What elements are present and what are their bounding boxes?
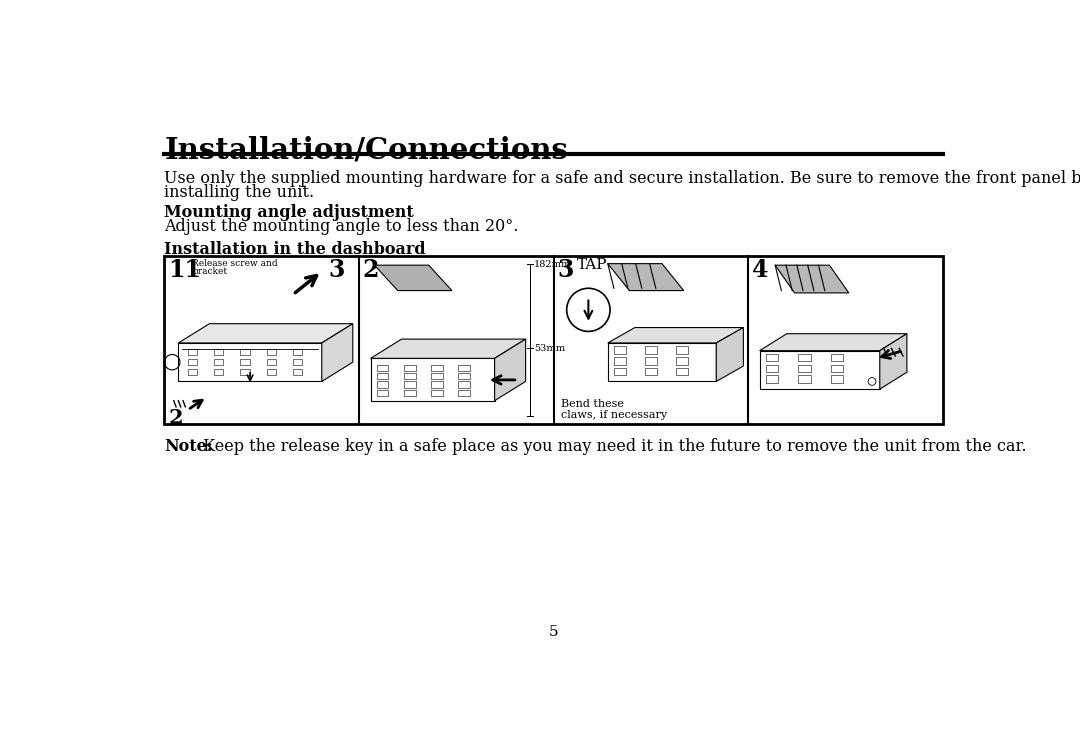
Polygon shape xyxy=(608,343,716,382)
Bar xyxy=(645,357,657,365)
Polygon shape xyxy=(759,351,880,389)
Bar xyxy=(214,359,224,366)
Bar xyxy=(404,373,416,379)
Polygon shape xyxy=(178,324,353,343)
Bar xyxy=(377,382,389,388)
Polygon shape xyxy=(880,334,907,389)
Bar xyxy=(431,382,443,388)
Text: 5: 5 xyxy=(549,625,558,639)
Text: Note:: Note: xyxy=(164,437,213,454)
Bar xyxy=(676,357,688,365)
Bar xyxy=(241,349,249,355)
Polygon shape xyxy=(716,327,743,382)
Bar xyxy=(613,346,625,354)
Text: Use only the supplied mounting hardware for a safe and secure installation. Be s: Use only the supplied mounting hardware … xyxy=(164,170,1080,186)
Bar xyxy=(188,359,197,366)
Bar xyxy=(676,346,688,354)
Text: 3: 3 xyxy=(328,258,345,283)
Bar xyxy=(831,354,843,361)
Bar xyxy=(613,368,625,375)
Bar xyxy=(613,357,625,365)
Bar xyxy=(214,349,224,355)
Bar xyxy=(293,359,302,366)
Bar xyxy=(458,373,470,379)
Bar xyxy=(241,359,249,366)
Bar xyxy=(404,365,416,371)
Bar xyxy=(267,359,276,366)
Polygon shape xyxy=(495,339,526,401)
Bar xyxy=(645,368,657,375)
Text: 53mm: 53mm xyxy=(535,344,565,353)
Polygon shape xyxy=(608,327,743,343)
Bar xyxy=(404,390,416,396)
Bar xyxy=(676,368,688,375)
Text: 2: 2 xyxy=(363,258,379,283)
Bar xyxy=(798,365,811,372)
Bar xyxy=(798,354,811,361)
Bar xyxy=(458,382,470,388)
Bar xyxy=(431,373,443,379)
Text: Bend these: Bend these xyxy=(562,399,624,409)
Bar xyxy=(766,354,779,361)
Text: installing the unit.: installing the unit. xyxy=(164,184,314,200)
Bar xyxy=(267,369,276,375)
Text: bracket: bracket xyxy=(192,266,228,276)
Bar xyxy=(377,390,389,396)
Bar xyxy=(431,365,443,371)
Text: claws, if necessary: claws, if necessary xyxy=(562,410,667,420)
Text: 182mm: 182mm xyxy=(535,260,571,269)
Polygon shape xyxy=(370,339,526,358)
Bar xyxy=(188,349,197,355)
Bar xyxy=(188,369,197,375)
Polygon shape xyxy=(759,334,907,351)
Bar xyxy=(214,369,224,375)
Bar xyxy=(458,390,470,396)
Text: Keep the release key in a safe place as you may need it in the future to remove : Keep the release key in a safe place as … xyxy=(198,437,1026,454)
Bar xyxy=(404,382,416,388)
Bar xyxy=(241,369,249,375)
Bar xyxy=(293,369,302,375)
Text: 2: 2 xyxy=(168,408,183,429)
Polygon shape xyxy=(322,324,353,382)
Text: Installation/Connections: Installation/Connections xyxy=(164,136,568,165)
Bar xyxy=(293,349,302,355)
Polygon shape xyxy=(775,265,849,293)
Bar xyxy=(377,373,389,379)
Polygon shape xyxy=(375,265,451,291)
Bar xyxy=(164,256,943,424)
Text: TAP: TAP xyxy=(577,258,607,272)
Text: 4: 4 xyxy=(752,258,768,283)
Text: Mounting angle adjustment: Mounting angle adjustment xyxy=(164,203,415,221)
Polygon shape xyxy=(178,343,322,382)
Text: Installation in the dashboard: Installation in the dashboard xyxy=(164,241,427,258)
Polygon shape xyxy=(608,264,684,291)
Text: 11: 11 xyxy=(168,258,201,283)
Bar xyxy=(645,346,657,354)
Bar xyxy=(458,365,470,371)
Bar xyxy=(431,390,443,396)
Text: 3: 3 xyxy=(557,258,573,283)
Text: Adjust the mounting angle to less than 20°.: Adjust the mounting angle to less than 2… xyxy=(164,218,518,235)
Bar xyxy=(267,349,276,355)
Bar xyxy=(831,365,843,372)
Bar xyxy=(766,365,779,372)
Bar xyxy=(377,365,389,371)
Bar xyxy=(831,375,843,383)
Polygon shape xyxy=(370,358,495,401)
Text: Release screw and: Release screw and xyxy=(192,259,278,268)
Bar xyxy=(798,375,811,383)
Bar xyxy=(766,375,779,383)
